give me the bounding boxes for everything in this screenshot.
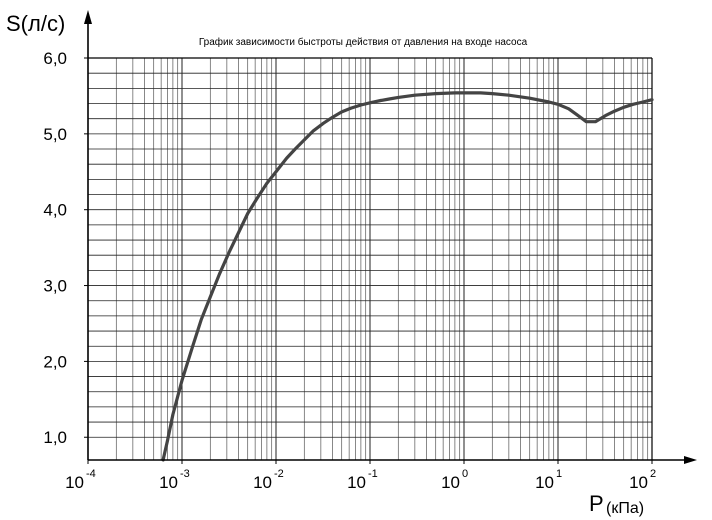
major-grid: [87, 57, 653, 460]
x-tick-label: 10: [441, 473, 460, 492]
x-axis-unit: (кПа): [606, 500, 644, 517]
x-tick-label: 10: [65, 473, 84, 492]
x-axis-label: P: [589, 491, 604, 516]
y-tick-label: 5,0: [43, 125, 67, 144]
series-line: [161, 91, 654, 462]
x-tick-exponent: -2: [274, 468, 284, 480]
x-tick-exponent: 1: [556, 468, 562, 480]
x-tick-exponent: 2: [650, 468, 656, 480]
x-tick-label: 10: [253, 473, 272, 492]
series-group: [161, 91, 654, 462]
y-tick-label: 4,0: [43, 201, 67, 220]
tick-labels: 1,02,03,04,05,06,010 -4 10 -3 10 -2 10 -1 10 0 10 1…: [43, 49, 656, 492]
x-tick-exponent: 0: [462, 468, 468, 480]
y-tick-label: 6,0: [43, 49, 67, 68]
x-tick-exponent: -1: [368, 468, 378, 480]
y-tick-label: 1,0: [43, 428, 67, 447]
x-tick-label: 10: [629, 473, 648, 492]
x-tick-exponent: -3: [180, 468, 190, 480]
y-tick-label: 2,0: [43, 352, 67, 371]
x-tick-exponent: -4: [86, 468, 96, 480]
axes-group: [84, 10, 697, 464]
y-axis-arrow: [84, 10, 92, 24]
x-tick-label: 10: [347, 473, 366, 492]
minor-grid: [115, 58, 649, 460]
x-tick-label: 10: [535, 473, 554, 492]
chart-title: График зависимости быстроты действия от …: [199, 36, 528, 48]
y-axis-label: S(л/с): [6, 11, 65, 36]
x-axis-arrow: [684, 456, 697, 464]
y-tick-label: 3,0: [43, 277, 67, 296]
x-tick-label: 10: [159, 473, 178, 492]
